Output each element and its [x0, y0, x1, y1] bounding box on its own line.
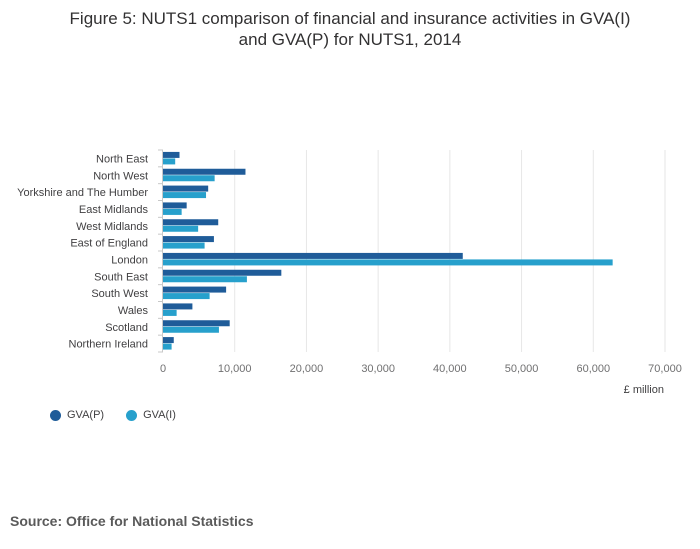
- x-axis-label: £ million: [624, 384, 664, 396]
- x-tick-label: 40,000: [433, 363, 467, 375]
- category-label: London: [111, 254, 148, 266]
- bar-gva-i: [163, 225, 199, 232]
- bar-gva-p: [163, 269, 282, 276]
- category-label: Wales: [118, 305, 149, 317]
- legend-label-gva-p: GVA(P): [67, 409, 105, 421]
- bars: [163, 151, 613, 350]
- legend-swatch-gva-i: [126, 409, 138, 421]
- bar-gva-p: [163, 303, 193, 310]
- category-label: Northern Ireland: [69, 339, 149, 351]
- bar-gva-i: [163, 242, 205, 249]
- category-label: East of England: [70, 238, 148, 250]
- category-label: East Midlands: [79, 204, 149, 216]
- category-labels: North East North West Yorkshire and The Hu…: [17, 153, 148, 350]
- bar-gva-i: [163, 309, 177, 316]
- legend-swatch-gva-p: [50, 409, 61, 421]
- legend-label-gva-i: GVA(I): [143, 409, 176, 421]
- bar-gva-i: [163, 326, 219, 333]
- category-label: West Midlands: [76, 221, 148, 233]
- bar-gva-i: [163, 175, 215, 182]
- bar-gva-i: [163, 293, 210, 300]
- category-label: Yorkshire and The Humber: [17, 187, 148, 199]
- x-tick-label: 70,000: [648, 363, 682, 375]
- bar-gva-i: [163, 276, 247, 283]
- source-note: Source: Office for National Statistics: [10, 513, 254, 529]
- bar-gva-p: [163, 252, 463, 259]
- legend-item-gva-i[interactable]: GVA(I): [126, 409, 176, 421]
- x-tick-label: 60,000: [576, 363, 610, 375]
- bar-gva-i: [163, 259, 613, 266]
- x-tick-label: 50,000: [505, 363, 539, 375]
- x-tick-label: 0: [160, 363, 166, 375]
- bar-gva-p: [163, 185, 209, 192]
- bar-gva-p: [163, 168, 246, 175]
- chart-title-line2: and GVA(P) for NUTS1, 2014: [238, 30, 462, 49]
- category-label: North East: [96, 153, 148, 165]
- legend: GVA(P) GVA(I): [50, 409, 176, 421]
- x-tick-label: 30,000: [361, 363, 395, 375]
- x-tick-label: 20,000: [290, 363, 324, 375]
- bar-gva-p: [163, 286, 227, 293]
- x-tick-labels: 0 10,000 20,000 30,000 40,000 50,000 60,000 70,…: [160, 363, 682, 375]
- bar-gva-p: [163, 151, 180, 158]
- chart-title: Figure 5: NUTS1 comparison of financial …: [0, 8, 700, 50]
- bar-gva-p: [163, 236, 214, 243]
- category-label: South East: [94, 271, 148, 283]
- gridlines: [158, 149, 666, 353]
- bar-gva-p: [163, 320, 230, 327]
- legend-item-gva-p[interactable]: GVA(P): [50, 409, 104, 421]
- bar-gva-i: [163, 208, 182, 215]
- bar-gva-p: [163, 337, 174, 344]
- category-label: Scotland: [105, 322, 148, 334]
- bar-gva-i: [163, 192, 207, 199]
- category-label: North West: [93, 170, 148, 182]
- category-label: South West: [91, 288, 148, 300]
- bar-gva-p: [163, 202, 187, 209]
- bar-gva-i: [163, 343, 172, 350]
- x-tick-label: 10,000: [218, 363, 252, 375]
- bar-gva-p: [163, 219, 219, 226]
- bar-gva-i: [163, 158, 176, 165]
- chart-title-line1: Figure 5: NUTS1 comparison of financial …: [69, 9, 631, 28]
